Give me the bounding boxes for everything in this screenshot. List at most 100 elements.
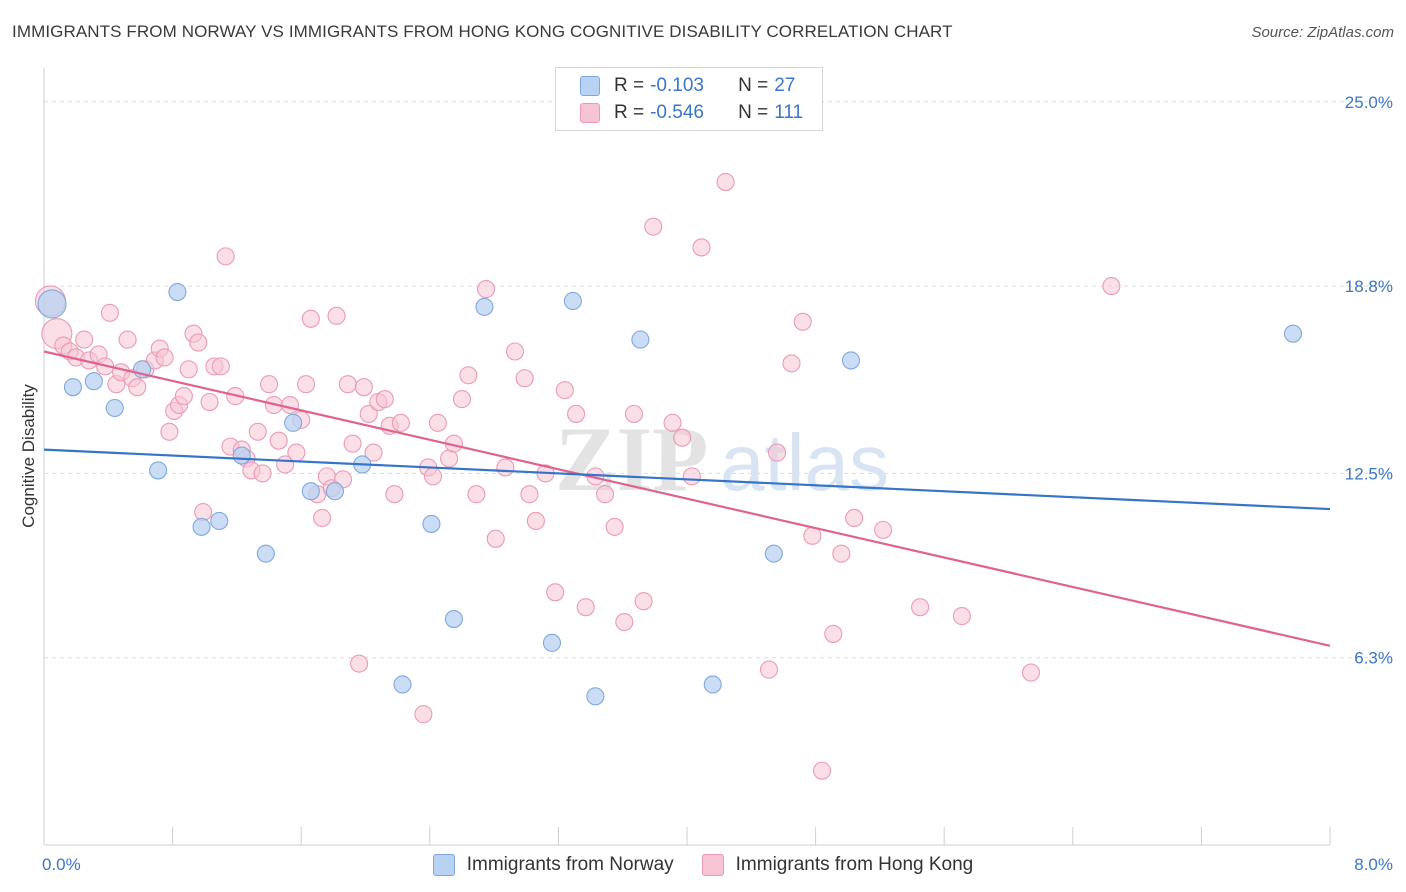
point-norway (586, 687, 605, 706)
axes (43, 68, 1331, 846)
legend-swatch-norway (580, 76, 600, 96)
point-hongkong (459, 366, 478, 385)
point-hongkong (200, 392, 219, 412)
legend-n-value-norway: 27 (774, 75, 796, 96)
point-norway (542, 633, 562, 652)
point-hongkong (423, 467, 443, 486)
point-hongkong (194, 502, 213, 522)
trend-line-norway (43, 448, 1331, 511)
point-norway (703, 675, 722, 694)
legend-row-hongkong: R = -0.546 N = 111 (580, 101, 803, 125)
point-hongkong (832, 544, 851, 563)
stats-legend: R = -0.103 N = 27 R = -0.546 N = 111 (555, 67, 823, 131)
point-hongkong (338, 375, 357, 394)
y-tick-label: 18.8% (1345, 277, 1393, 296)
point-hongkong (375, 390, 394, 409)
point-hongkong (280, 395, 299, 415)
point-hongkong (546, 583, 565, 602)
point-norway (631, 330, 650, 349)
point-hongkong (343, 434, 362, 453)
series-hongkong-points (34, 173, 1121, 780)
point-hongkong (505, 342, 525, 361)
point-hongkong (595, 485, 615, 504)
point-hongkong (259, 375, 279, 394)
point-hongkong (576, 598, 595, 617)
point-hongkong (803, 526, 822, 545)
point-hongkong (605, 517, 624, 536)
y-tick-labels: 6.3% 12.5% 18.8% 25.0% (1345, 93, 1393, 668)
point-hongkong (644, 217, 663, 236)
point-norway (444, 610, 463, 629)
legend-r-value-hongkong: -0.546 (650, 102, 704, 123)
point-hongkong (663, 413, 682, 432)
legend-n-label: N = (738, 102, 769, 123)
point-hongkong (624, 404, 644, 423)
point-norway (84, 372, 103, 391)
point-hongkong (555, 381, 574, 400)
point-hongkong (845, 508, 864, 528)
trend-lines (43, 350, 1331, 647)
point-hongkong (515, 369, 534, 388)
point-hongkong (160, 422, 179, 441)
point-hongkong (759, 660, 779, 679)
point-norway (63, 378, 82, 397)
point-norway (256, 544, 275, 563)
legend-item-norway[interactable]: Immigrants from Norway (432, 854, 674, 876)
legend-swatch-hongkong (580, 103, 600, 123)
point-hongkong (782, 354, 801, 373)
point-hongkong (793, 312, 812, 331)
point-hongkong (189, 333, 208, 352)
grid-lines (44, 101, 1390, 659)
point-hongkong (313, 508, 332, 528)
point-hongkong (634, 592, 653, 611)
legend-label-hongkong: Immigrants from Hong Kong (735, 854, 974, 875)
point-hongkong (526, 511, 545, 531)
point-hongkong (496, 458, 515, 477)
point-hongkong (174, 387, 193, 406)
point-hongkong (155, 348, 174, 367)
point-hongkong (1021, 663, 1041, 682)
point-hongkong (100, 303, 119, 322)
point-hongkong (452, 390, 472, 409)
series-legend: Immigrants from Norway Immigrants from H… (0, 852, 1406, 878)
point-hongkong (211, 357, 230, 376)
point-hongkong (248, 422, 267, 441)
point-hongkong (673, 428, 692, 447)
point-hongkong (269, 431, 288, 450)
legend-n-label: N = (738, 75, 769, 96)
point-norway (149, 461, 168, 480)
legend-r-label: R = (614, 75, 645, 96)
point-hongkong (615, 612, 634, 632)
point-hongkong (767, 443, 787, 462)
legend-row-norway: R = -0.103 N = 27 (580, 74, 795, 98)
point-hongkong (567, 404, 586, 423)
legend-label-norway: Immigrants from Norway (466, 854, 674, 875)
y-tick-label: 6.3% (1354, 649, 1393, 668)
point-hongkong (812, 761, 832, 780)
y-tick-label: 12.5% (1345, 464, 1393, 483)
point-hongkong (75, 330, 94, 349)
point-hongkong (477, 280, 496, 299)
point-hongkong (520, 485, 539, 504)
point-norway (764, 544, 783, 563)
point-hongkong (385, 485, 404, 504)
y-tick-label: 25.0% (1345, 93, 1393, 112)
point-hongkong (874, 520, 893, 539)
point-norway (1283, 324, 1303, 343)
point-hongkong (287, 443, 306, 462)
point-norway (168, 282, 187, 302)
watermark: ZIP atlas (555, 408, 889, 510)
point-hongkong (118, 330, 137, 349)
point-norway (475, 297, 494, 316)
legend-item-hongkong[interactable]: Immigrants from Hong Kong (701, 854, 974, 876)
point-hongkong (824, 624, 843, 643)
point-hongkong (716, 173, 735, 192)
x-tick-label: 8.0% (1354, 855, 1393, 874)
point-norway (210, 511, 229, 531)
point-norway (301, 482, 320, 501)
legend-swatch-hongkong (701, 854, 724, 876)
point-hongkong (1102, 277, 1121, 296)
point-hongkong (128, 378, 147, 397)
point-hongkong (391, 413, 410, 432)
